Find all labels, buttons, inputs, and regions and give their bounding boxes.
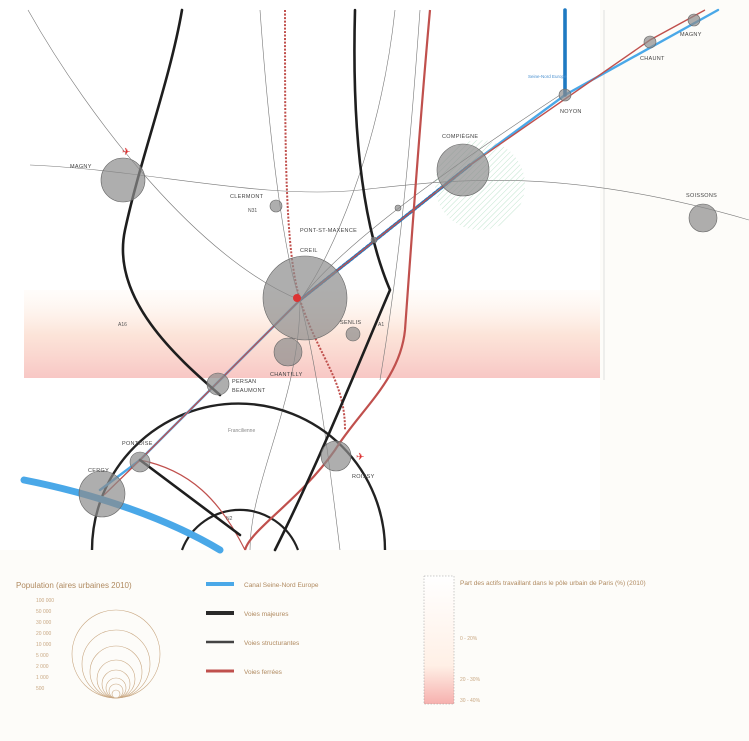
airport-icon: ✈ — [122, 147, 130, 158]
scale-label: 2 000 — [36, 664, 49, 670]
legend-lines: Canal Seine-Nord Europe Voies majeures V… — [206, 582, 319, 676]
label-n31: N31 — [248, 208, 257, 214]
label-cergy: CERGY — [88, 468, 109, 474]
city-magny — [100, 157, 146, 203]
creil-station-dot — [293, 294, 301, 302]
label-pont-st-maxence: PONT-ST-MAXENCE — [300, 228, 357, 234]
legend-population-circles — [71, 609, 161, 699]
city-nord — [687, 13, 701, 27]
label-soissons: SOISSONS — [686, 193, 717, 199]
scale-label: 5 000 — [36, 653, 49, 659]
label-persan: PERSAN — [232, 379, 256, 385]
scale-label: 10 000 — [36, 642, 52, 648]
city-persan — [206, 372, 230, 396]
road-labels: A16 A1 N31 N2 Francilienne Seine-Nord Eu… — [118, 74, 567, 522]
city-compiegne — [436, 143, 490, 197]
label-magny: MAGNY — [70, 164, 92, 170]
legend-gradient-tick: 30 - 40% — [460, 698, 481, 704]
legend: Population (aires urbaines 2010) 100 000… — [16, 575, 646, 705]
label-chaunt: CHAUNT — [640, 56, 665, 62]
scale-label: 30 000 — [36, 620, 52, 626]
label-n2: N2 — [226, 516, 233, 522]
legend-population-title: Population (aires urbaines 2010) — [16, 581, 132, 590]
legend-label-canal: Canal Seine-Nord Europe — [244, 582, 319, 589]
legend-label-structuring: Voies structurantes — [244, 640, 300, 647]
scale-label: 20 000 — [36, 631, 52, 637]
major-roads — [121, 8, 392, 552]
label-pontoise: PONTOISE — [122, 441, 153, 447]
city-cergy — [78, 470, 126, 518]
city-pont-small — [370, 236, 378, 244]
legend-population-scale: 100 000 50 000 30 000 20 000 10 000 5 00… — [36, 598, 54, 692]
city-labels: MAGNY CHAUNT COMPIÈGNE NOYON SOISSONS CL… — [70, 32, 717, 480]
legend-label-major: Voies majeures — [244, 611, 289, 618]
scale-label: 50 000 — [36, 609, 52, 615]
label-clermont: CLERMONT — [230, 194, 264, 200]
legend-gradient-title: Part des actifs travaillant dans le pôle… — [460, 580, 646, 587]
label-noyon: NOYON — [560, 109, 582, 115]
city-clermont — [269, 199, 283, 213]
airport-icon: ✈ — [356, 452, 364, 463]
city-soissons — [688, 203, 718, 233]
label-senlis: SENLIS — [340, 320, 361, 326]
label-creil: CREIL — [300, 248, 318, 254]
legend-gradient-tick: 0 - 20% — [460, 636, 478, 642]
legend-gradient-bar — [423, 575, 455, 705]
label-seine-nord: Seine-Nord Europe — [528, 74, 567, 79]
city-noyon — [558, 88, 572, 102]
label-magny-north: MAGNY — [680, 32, 702, 38]
city-small-2 — [394, 204, 402, 212]
scale-label: 100 000 — [36, 598, 54, 604]
city-circles — [78, 13, 718, 518]
legend-label-rail: Voies ferrées — [244, 669, 283, 676]
label-beaumont: BEAUMONT — [232, 388, 266, 394]
scale-label: 1 000 — [36, 675, 49, 681]
label-roissy: ROISSY — [352, 474, 375, 480]
label-compiegne: COMPIÈGNE — [442, 133, 478, 140]
label-a16: A16 — [118, 322, 127, 328]
city-chaunt — [643, 35, 657, 49]
city-pontoise — [129, 451, 151, 473]
label-a1: A1 — [378, 322, 384, 328]
city-senlis — [345, 326, 361, 342]
city-creil — [262, 255, 348, 341]
legend-gradient-tick: 20 - 30% — [460, 677, 481, 683]
city-chantilly — [273, 337, 303, 367]
label-francilienne: Francilienne — [228, 428, 255, 434]
scale-label: 500 — [36, 686, 45, 692]
label-chantilly: CHANTILLY — [270, 372, 303, 378]
city-roissy — [320, 440, 352, 472]
